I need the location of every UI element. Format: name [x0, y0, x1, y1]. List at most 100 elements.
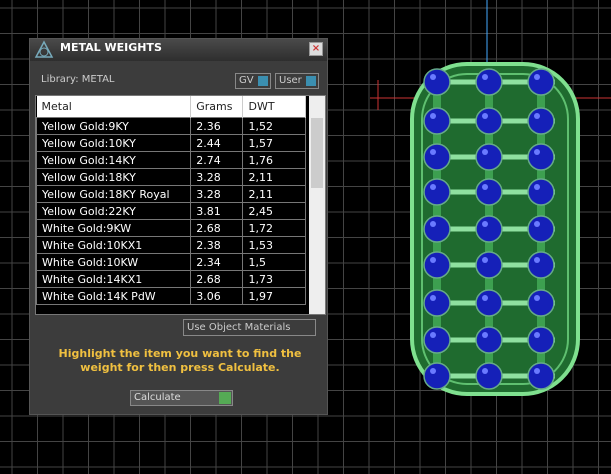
stone-highlight: [430, 74, 436, 80]
library-label: Library: METAL: [41, 74, 115, 85]
cell: 3.28: [190, 185, 244, 203]
stone-highlight: [534, 149, 540, 155]
stone-highlight: [482, 295, 488, 301]
cell: 2,45: [242, 202, 306, 220]
cell: White Gold:14KX1: [36, 270, 192, 288]
stone: [475, 362, 503, 390]
stone-highlight: [534, 74, 540, 80]
stone: [475, 68, 503, 96]
cell: 1,5: [242, 253, 306, 271]
column-header: Grams: [190, 96, 244, 118]
cell: Yellow Gold:18KY Royal: [36, 185, 192, 203]
stone: [475, 251, 503, 279]
table-row[interactable]: White Gold:9KW 2.68 1,72: [36, 219, 306, 237]
cell: 2.68: [190, 270, 244, 288]
stone-highlight: [430, 149, 436, 155]
stone: [475, 107, 503, 135]
cell: 2,11: [242, 185, 306, 203]
stone-highlight: [534, 257, 540, 263]
cell: 1,76: [242, 151, 306, 169]
cell: 1,57: [242, 134, 306, 152]
close-button[interactable]: ×: [309, 42, 323, 56]
cell: 1,72: [242, 219, 306, 237]
stone-highlight: [430, 332, 436, 338]
cell: 2.36: [190, 117, 244, 135]
cell: White Gold:10KX1: [36, 236, 192, 254]
stone: [527, 143, 555, 171]
stone-highlight: [482, 332, 488, 338]
cell: 2.34: [190, 253, 244, 271]
stone-highlight: [534, 368, 540, 374]
stone-highlight: [430, 221, 436, 227]
stone: [527, 251, 555, 279]
stone: [423, 143, 451, 171]
stone-highlight: [534, 184, 540, 190]
stone: [527, 107, 555, 135]
cell: Yellow Gold:9KY: [36, 117, 192, 135]
table-row[interactable]: Yellow Gold:9KY 2.36 1,52: [36, 117, 306, 135]
stone: [527, 362, 555, 390]
stone-highlight: [482, 149, 488, 155]
stone: [527, 178, 555, 206]
stone: [423, 251, 451, 279]
scroll-thumb[interactable]: [311, 118, 323, 188]
stone: [423, 178, 451, 206]
stone: [475, 178, 503, 206]
table-row[interactable]: Yellow Gold:10KY 2.44 1,57: [36, 134, 306, 152]
table-row[interactable]: Yellow Gold:14KY 2.74 1,76: [36, 151, 306, 169]
stone: [423, 289, 451, 317]
calculate-button[interactable]: Calculate: [130, 390, 233, 406]
cell: Yellow Gold:18KY: [36, 168, 192, 186]
stone: [423, 326, 451, 354]
stone-highlight: [534, 221, 540, 227]
stone: [527, 68, 555, 96]
stone: [527, 289, 555, 317]
stone-highlight: [482, 113, 488, 119]
stone: [475, 289, 503, 317]
table-row[interactable]: White Gold:14KX1 2.68 1,73: [36, 270, 306, 288]
table-row[interactable]: Yellow Gold:18KY Royal 3.28 2,11: [36, 185, 306, 203]
table-row[interactable]: White Gold:10KW 2.34 1,5: [36, 253, 306, 271]
column-header: Metal: [36, 96, 192, 118]
stone-highlight: [482, 184, 488, 190]
cell: 1,53: [242, 236, 306, 254]
stone-highlight: [430, 257, 436, 263]
cell: White Gold:10KW: [36, 253, 192, 271]
title: METAL WEIGHTS: [60, 41, 162, 54]
table-row[interactable]: Yellow Gold:18KY 3.28 2,11: [36, 168, 306, 186]
toggle-user[interactable]: User: [275, 73, 319, 89]
cell: 3.28: [190, 168, 244, 186]
use-object-materials[interactable]: Use Object Materials: [183, 319, 316, 336]
logo: [34, 40, 54, 58]
stone-highlight: [482, 74, 488, 80]
cell: 2.38: [190, 236, 244, 254]
cell: 1,73: [242, 270, 306, 288]
stone-highlight: [482, 368, 488, 374]
column-header: DWT: [242, 96, 306, 118]
stone: [423, 107, 451, 135]
stone: [423, 68, 451, 96]
cell: 1,52: [242, 117, 306, 135]
table-row[interactable]: Yellow Gold:22KY 3.81 2,45: [36, 202, 306, 220]
stone-highlight: [430, 295, 436, 301]
table-row[interactable]: White Gold:10KX1 2.38 1,53: [36, 236, 306, 254]
toggle-gv[interactable]: GV: [235, 73, 271, 89]
stone: [423, 215, 451, 243]
cell: White Gold:14K PdW: [36, 287, 192, 305]
stone-highlight: [534, 332, 540, 338]
title-bar: METAL WEIGHTS ×: [30, 39, 327, 61]
stone-highlight: [430, 184, 436, 190]
metal-weights-dialog: METAL WEIGHTS × Library: METAL GV User M…: [29, 38, 328, 415]
cell: 3.06: [190, 287, 244, 305]
stone-highlight: [430, 368, 436, 374]
cell: 2.74: [190, 151, 244, 169]
stone-highlight: [482, 221, 488, 227]
stone: [475, 326, 503, 354]
stone-highlight: [534, 295, 540, 301]
stone-highlight: [430, 113, 436, 119]
scrollbar[interactable]: [309, 96, 325, 314]
stone: [475, 143, 503, 171]
instruction: Highlight the item you want to find the …: [58, 347, 302, 374]
table-row[interactable]: White Gold:14K PdW 3.06 1,97: [36, 287, 306, 305]
stone: [423, 362, 451, 390]
